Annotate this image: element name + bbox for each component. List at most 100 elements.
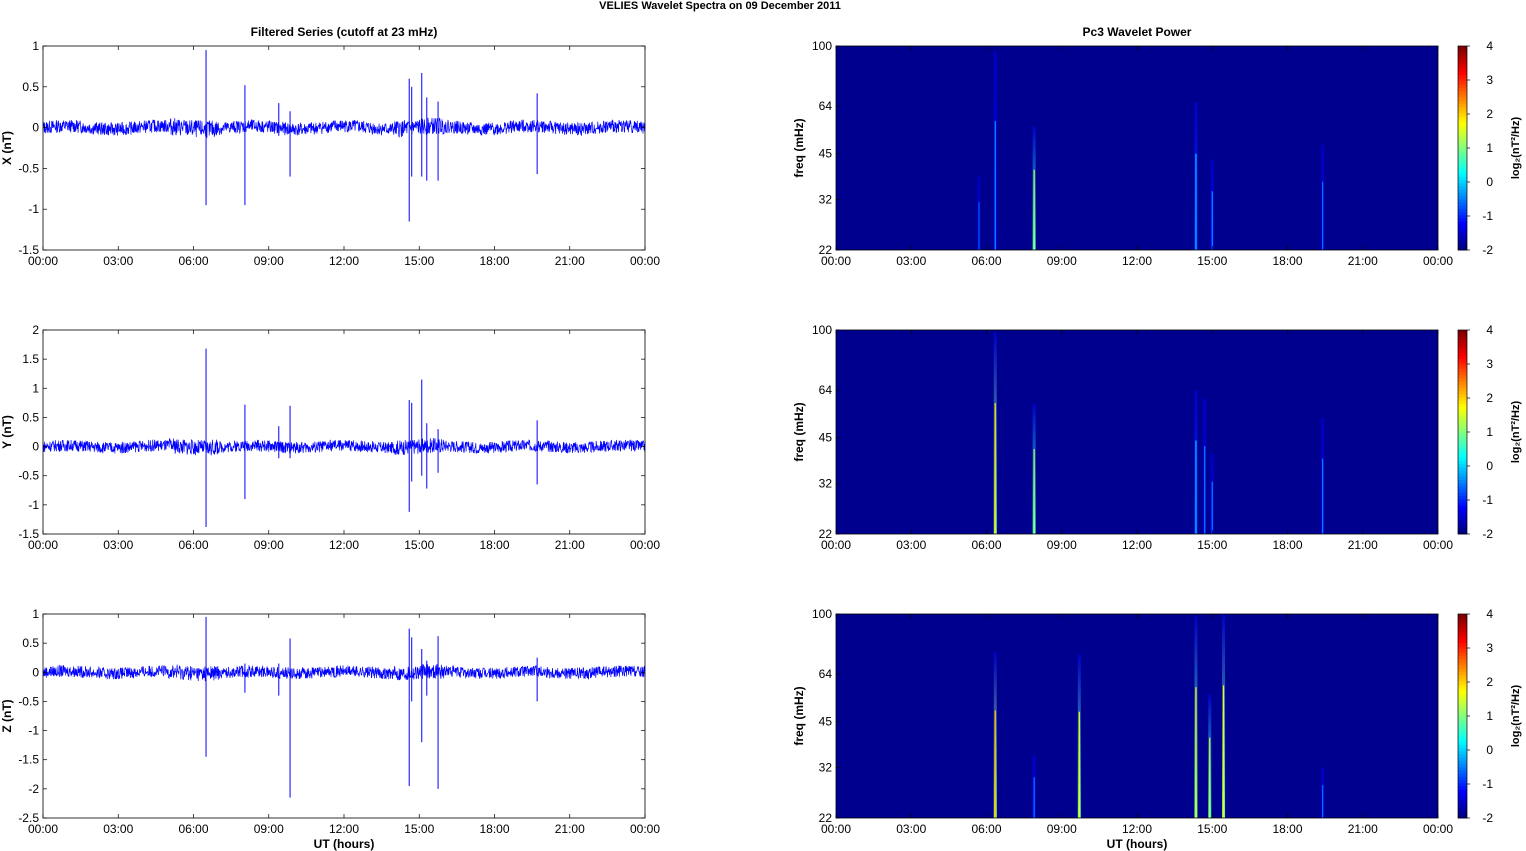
x-tick-label: 15:00 [1197,822,1227,836]
colorbar-cell [1458,355,1467,360]
colorbar-cell [1458,782,1467,787]
power-streak-core [1078,711,1080,818]
colorbar-cell [1458,81,1467,85]
x-tick-label: 09:00 [254,822,284,836]
colorbar-cell [1458,792,1467,797]
colorbar-tick-label: 3 [1486,73,1493,87]
colorbar-cell [1458,74,1467,79]
power-streak-core [1195,687,1197,818]
x-tick-label: 00:00 [28,538,58,552]
colorbar-cell [1458,626,1467,631]
y-tick-label: 1 [32,381,39,395]
colorbar-cell [1458,195,1467,200]
colorbar-cell [1458,645,1467,650]
x-tick-label: 03:00 [896,822,926,836]
colorbar-cell [1458,138,1467,143]
colorbar-cell [1458,751,1467,755]
colorbar-cell [1458,352,1467,356]
y-tick-label: 45 [819,147,833,161]
x-tick-label: 18:00 [479,538,509,552]
colorbar-cell [1458,46,1467,50]
power-streak-core [1211,191,1213,250]
colorbar-cell [1458,661,1467,666]
colorbar-cell [1458,144,1467,149]
colorbar-cell [1458,425,1467,430]
x-tick-label: 06:00 [178,538,208,552]
y-tick-label: 0 [32,665,39,679]
colorbar-cell [1458,709,1467,714]
y-tick-label: 0.5 [22,80,39,94]
colorbar-cell [1458,154,1467,158]
x-tick-label: 21:00 [555,254,585,268]
colorbar-cell [1458,224,1467,229]
colorbar-cell [1458,677,1467,682]
colorbar: 4 3 2 1 0 -1 -2 log₂(nT²/Hz) [1457,323,1522,541]
x-tick-label: 03:00 [103,538,133,552]
colorbar-cell [1458,476,1467,481]
spectrum-background [836,46,1438,250]
x-tick-label: 00:00 [1423,822,1453,836]
colorbar: 4 3 2 1 0 -1 -2 log₂(nT²/Hz) [1457,39,1522,257]
y-tick-label: -2 [28,782,39,796]
y-tick-label: -1.5 [18,527,39,541]
plot-frame [42,329,646,535]
colorbar-cell [1458,208,1467,213]
colorbar-cell [1458,703,1467,707]
x-tick-label: 12:00 [1122,538,1152,552]
colorbar-cell [1458,642,1467,647]
colorbar-cell [1458,463,1467,468]
colorbar-cell [1458,176,1467,181]
colorbar-cell [1458,419,1467,423]
colorbar-cell [1458,617,1467,621]
colorbar-tick-label: 0 [1486,743,1493,757]
colorbar-cell [1458,530,1467,535]
y-tick-label: 1 [32,39,39,53]
x-tick-label: 00:00 [1423,254,1453,268]
x-tick-label: 00:00 [821,254,851,268]
colorbar-cell [1458,342,1467,347]
colorbar-cell [1458,460,1467,465]
x-tick-label: 15:00 [404,822,434,836]
colorbar-cell [1458,776,1467,781]
y-tick-label: 100 [812,607,832,621]
x-tick-label: 06:00 [178,254,208,268]
colorbar-cell [1458,719,1467,723]
colorbar-tick-label: -2 [1482,527,1493,541]
colorbar-cell [1458,680,1467,685]
x-tick-label: 12:00 [329,822,359,836]
y-tick-label: 64 [819,99,833,113]
colorbar-cell [1458,731,1467,736]
colorbar-cell [1458,808,1467,813]
timeseries-panel: 1 0.5 0 -0.5 -1 -1.5 X (nT) 00:00 03:00 06:00 09:0… [0,39,660,268]
colorbar-cell [1458,368,1467,372]
colorbar-cell [1458,438,1467,442]
x-tick-label: 09:00 [1047,254,1077,268]
colorbar-label: log₂(nT²/Hz) [1510,401,1522,464]
colorbar-cell [1458,202,1467,206]
colorbar-cell [1458,406,1467,411]
colorbar-cell [1458,119,1467,123]
y-tick-label: -2.5 [18,811,39,825]
colorbar-cell [1458,349,1467,353]
colorbar-cell [1458,189,1467,194]
power-streak-core [1322,181,1324,250]
colorbar-cell [1458,770,1467,774]
colorbar-cell [1458,658,1467,663]
x-tick-label: 15:00 [404,538,434,552]
colorbar-cell [1458,805,1467,809]
x-tick-label: 18:00 [1272,822,1302,836]
panels-group: 1 0.5 0 -0.5 -1 -1.5 X (nT) 00:00 03:00 06:00 09:0… [0,39,1522,851]
colorbar-cell [1458,237,1467,241]
x-tick-label: 03:00 [103,822,133,836]
y-tick-label: 64 [819,667,833,681]
colorbar-cell [1458,221,1467,225]
power-streak-core [1204,446,1206,534]
y-axis-label: Z (nT) [0,699,14,732]
colorbar-cell [1458,639,1467,644]
y-axis-label: freq (mHz) [792,118,806,177]
colorbar-cell [1458,52,1467,56]
x-tick-label: 00:00 [821,538,851,552]
colorbar-cell [1458,112,1467,117]
colorbar-cell [1458,655,1467,660]
